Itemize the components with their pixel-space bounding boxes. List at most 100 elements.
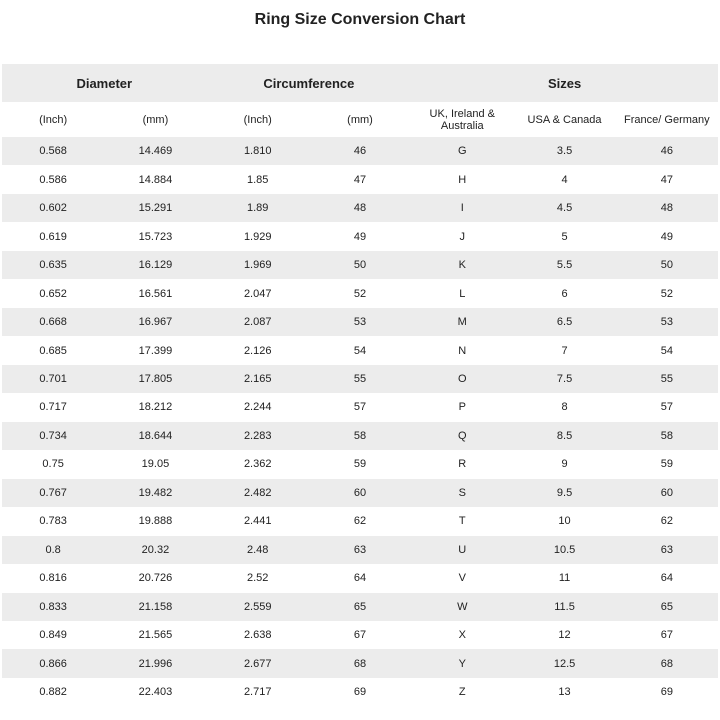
table-row: 0.586 14.884 1.85 47 H 4 47 <box>2 165 718 193</box>
cell-uk-size: O <box>411 364 514 394</box>
cell-circumference-mm: 58 <box>308 421 412 451</box>
cell-circumference-inch: 2.283 <box>206 421 309 451</box>
cell-circumference-mm: 52 <box>353 287 367 300</box>
cell-france-size: 46 <box>615 137 718 166</box>
cell-uk-size: S <box>411 478 514 508</box>
cell-circumference-mm: 50 <box>308 250 412 280</box>
cell-circumference-mm: 60 <box>308 478 412 508</box>
cell-diameter-mm: 14.884 <box>138 173 173 186</box>
cell-diameter-inch: 0.833 <box>2 592 105 621</box>
table-row: 0.734 18.644 2.283 58 Q 8.5 58 <box>2 421 718 451</box>
cell-circumference-inch: 2.717 <box>243 686 272 699</box>
cell-circumference-mm: 46 <box>308 137 412 166</box>
cell-uk-size: I <box>411 193 514 223</box>
cell-france-size: 62 <box>660 515 673 528</box>
cell-usa-size: 10 <box>558 515 571 528</box>
cell-usa-size: 7.5 <box>513 364 616 394</box>
cell-usa-size: 10.5 <box>513 535 616 565</box>
col-usa-canada: USA & Canada <box>527 113 602 126</box>
cell-diameter-mm: 14.469 <box>104 137 207 166</box>
cell-circumference-inch: 2.638 <box>243 629 272 642</box>
cell-france-size: 47 <box>660 173 673 186</box>
cell-circumference-mm: 59 <box>353 458 367 471</box>
cell-circumference-mm: 54 <box>353 344 367 357</box>
cell-france-size: 68 <box>615 649 718 678</box>
cell-circumference-inch: 2.087 <box>206 307 309 337</box>
cell-diameter-inch: 0.717 <box>39 401 67 414</box>
table-row: 0.866 21.996 2.677 68 Y 12.5 68 <box>2 649 718 678</box>
cell-diameter-mm: 16.561 <box>138 287 173 300</box>
cell-circumference-mm: 64 <box>353 572 367 585</box>
cell-circumference-inch: 1.810 <box>206 137 309 166</box>
cell-circumference-mm: 65 <box>308 592 412 621</box>
cell-usa-size: 6.5 <box>513 307 616 337</box>
cell-diameter-inch: 0.635 <box>2 250 105 280</box>
table-row: 0.767 19.482 2.482 60 S 9.5 60 <box>2 478 718 508</box>
cell-uk-size: Y <box>411 649 514 678</box>
cell-france-size: 58 <box>615 421 718 451</box>
cell-france-size: 69 <box>660 686 673 699</box>
table-row: 0.882 22.403 2.717 69 Z 13 69 <box>2 678 718 706</box>
table-row: 0.701 17.805 2.165 55 O 7.5 55 <box>2 364 718 394</box>
cell-circumference-mm: 57 <box>353 401 367 414</box>
cell-circumference-inch: 2.047 <box>243 287 272 300</box>
cell-diameter-inch: 0.866 <box>2 649 105 678</box>
group-diameter: Diameter <box>2 64 207 102</box>
cell-circumference-inch: 2.677 <box>206 649 309 678</box>
cell-usa-size: 12.5 <box>513 649 616 678</box>
cell-diameter-inch: 0.586 <box>39 173 67 186</box>
cell-circumference-inch: 2.244 <box>243 401 272 414</box>
cell-diameter-inch: 0.816 <box>39 572 67 585</box>
cell-diameter-mm: 19.888 <box>138 515 173 528</box>
cell-circumference-mm: 68 <box>308 649 412 678</box>
cell-diameter-mm: 21.158 <box>104 592 207 621</box>
cell-circumference-mm: 53 <box>308 307 412 337</box>
cell-diameter-mm: 22.403 <box>138 686 173 699</box>
cell-circumference-mm: 69 <box>353 686 367 699</box>
table-row: 0.685 17.399 2.126 54 N 7 54 <box>2 336 718 364</box>
cell-circumference-inch: 2.165 <box>206 364 309 394</box>
cell-circumference-inch: 2.482 <box>206 478 309 508</box>
cell-usa-size: 6 <box>561 287 568 300</box>
cell-diameter-inch: 0.75 <box>42 458 64 471</box>
cell-usa-size: 3.5 <box>513 137 616 166</box>
col-diameter-mm: (mm) <box>142 113 169 126</box>
cell-uk-size: P <box>458 401 466 414</box>
col-france-germany: France/ Germany <box>624 113 710 126</box>
table-row: 0.652 16.561 2.047 52 L 6 52 <box>2 279 718 307</box>
cell-circumference-inch: 2.441 <box>243 515 272 528</box>
cell-france-size: 54 <box>660 344 673 357</box>
table-row: 0.635 16.129 1.969 50 K 5.5 50 <box>2 250 718 280</box>
cell-circumference-inch: 2.559 <box>206 592 309 621</box>
cell-diameter-inch: 0.652 <box>39 287 67 300</box>
cell-diameter-inch: 0.882 <box>39 686 67 699</box>
cell-circumference-inch: 2.52 <box>246 572 269 585</box>
cell-uk-size: W <box>411 592 514 621</box>
ring-size-table: Diameter Circumference Sizes (Inch) (mm)… <box>2 64 718 706</box>
cell-france-size: 67 <box>660 629 673 642</box>
cell-usa-size: 11 <box>558 572 571 585</box>
col-circumference-mm: (mm) <box>347 113 373 126</box>
cell-diameter-inch: 0.767 <box>2 478 105 508</box>
cell-circumference-inch: 1.929 <box>243 230 272 243</box>
cell-circumference-mm: 49 <box>353 230 367 243</box>
cell-uk-size: R <box>458 458 467 471</box>
cell-france-size: 49 <box>660 230 673 243</box>
cell-uk-size: M <box>411 307 514 337</box>
cell-usa-size: 8 <box>561 401 568 414</box>
cell-uk-size: Z <box>458 686 466 699</box>
col-circumference-inch: (Inch) <box>243 113 272 126</box>
cell-usa-size: 12 <box>558 629 571 642</box>
table-row: 0.783 19.888 2.441 62 T 10 62 <box>2 507 718 535</box>
cell-diameter-inch: 0.701 <box>2 364 105 394</box>
cell-circumference-inch: 2.126 <box>243 344 272 357</box>
cell-diameter-inch: 0.734 <box>2 421 105 451</box>
cell-diameter-mm: 19.05 <box>141 458 170 471</box>
cell-france-size: 48 <box>615 193 718 223</box>
cell-circumference-mm: 47 <box>353 173 367 186</box>
cell-uk-size: T <box>458 515 466 528</box>
cell-usa-size: 5 <box>561 230 568 243</box>
cell-uk-size: K <box>411 250 514 280</box>
cell-circumference-mm: 55 <box>308 364 412 394</box>
cell-diameter-mm: 16.967 <box>104 307 207 337</box>
